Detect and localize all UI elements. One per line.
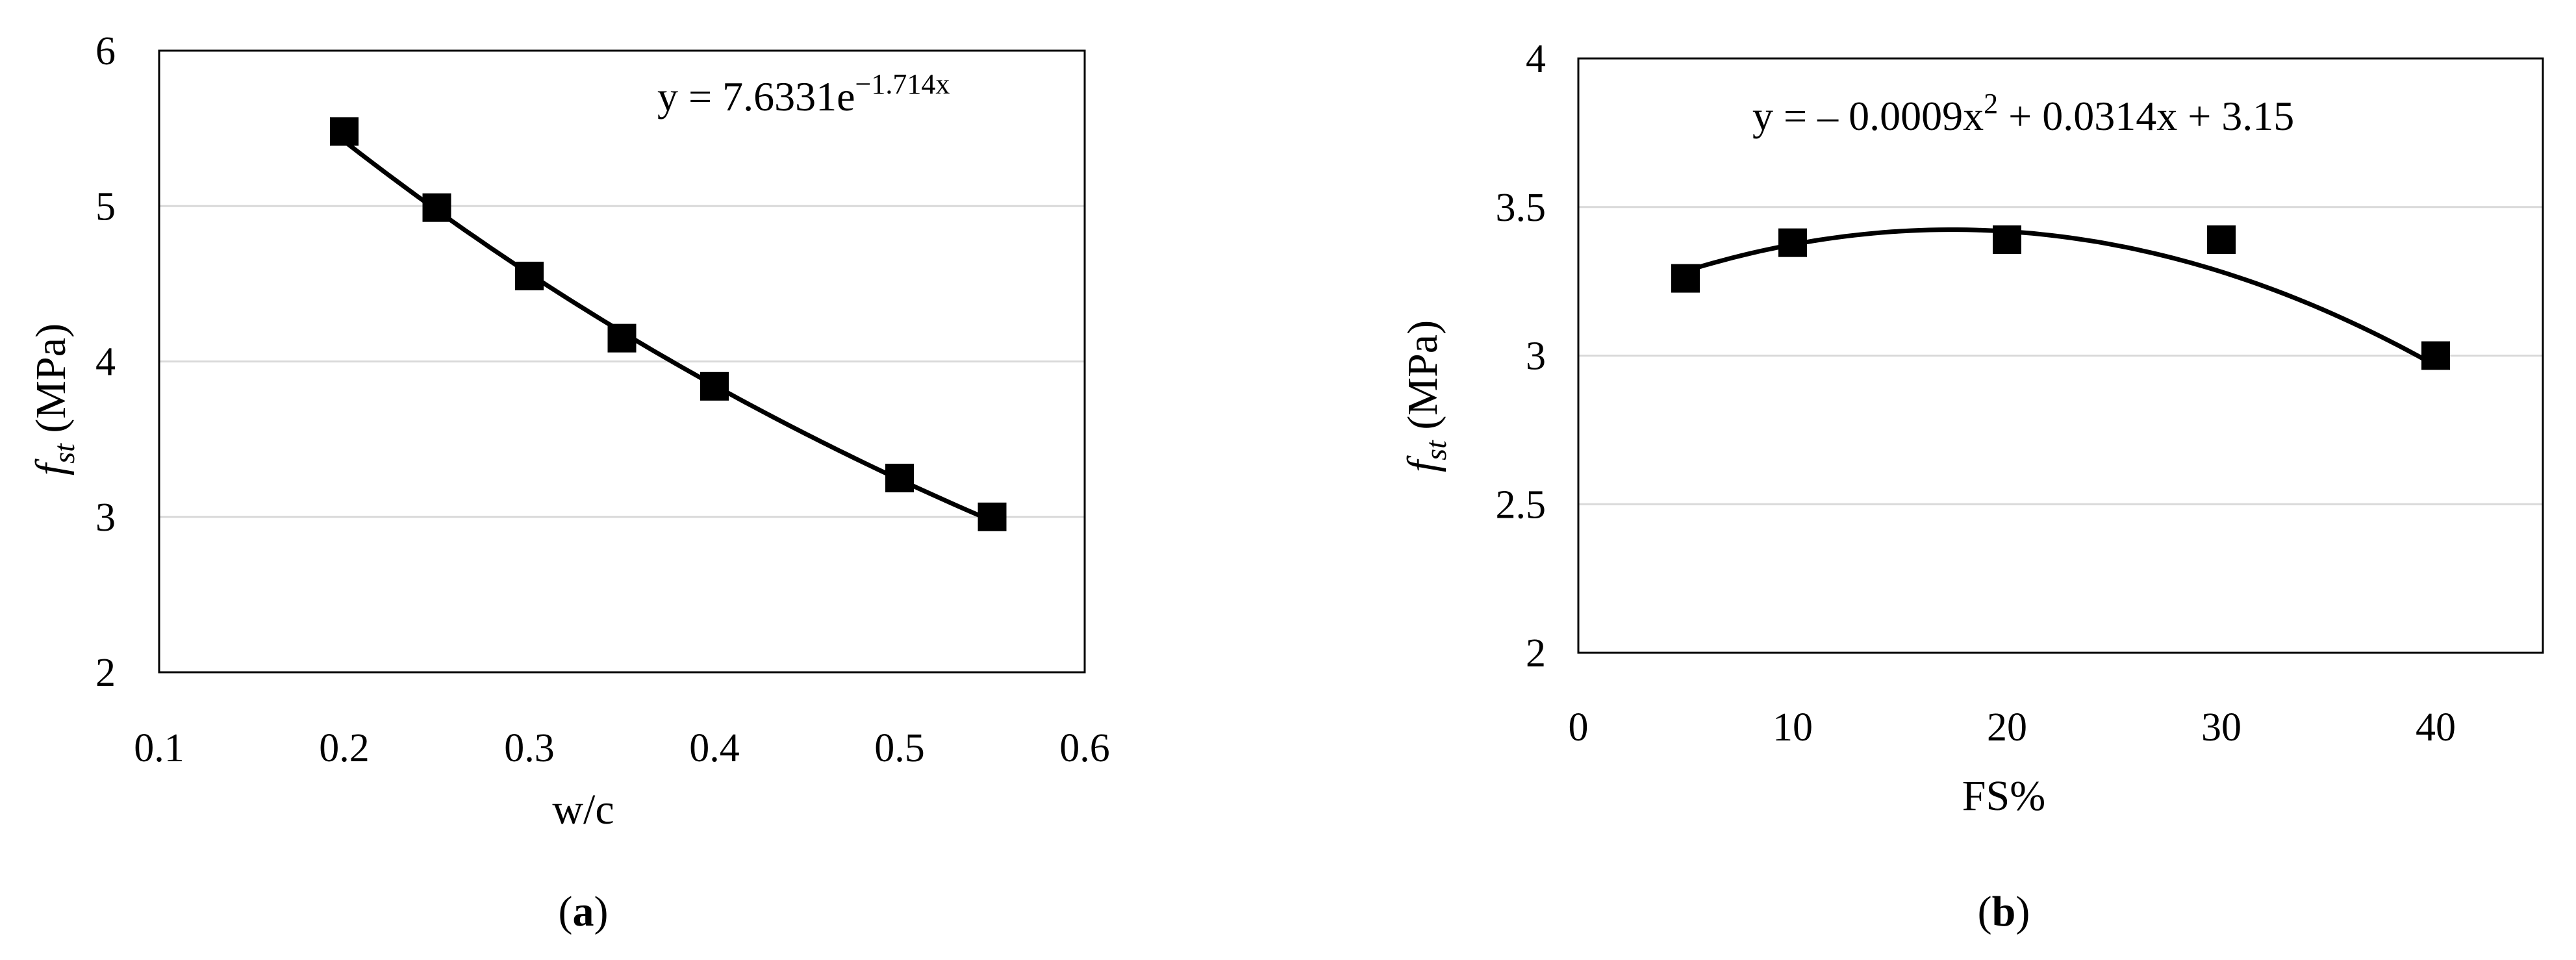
x-tick-label: 40 <box>2416 705 2456 750</box>
y-tick-label: 4 <box>1526 37 1546 81</box>
y-tick-label: 2.5 <box>1496 483 1547 527</box>
y-tick-label: 2 <box>1526 631 1546 676</box>
x-tick-label: 0.6 <box>1059 726 1110 770</box>
data-point <box>422 193 451 222</box>
y-tick-label: 2 <box>95 651 116 695</box>
y-tick-label: 3 <box>1526 335 1546 379</box>
data-point <box>1671 264 1700 293</box>
x-tick-labels-a: 0.1 0.2 0.3 0.4 0.5 0.6 <box>134 726 1110 770</box>
x-tick-label: 0.5 <box>874 726 925 770</box>
x-axis-title-a: w/c <box>552 786 614 833</box>
trendline-b <box>1684 227 2437 368</box>
data-point <box>607 323 637 353</box>
chart-panel-a: 0.1 0.2 0.3 0.4 0.5 0.6 2 3 4 5 6 y = 7.6331e−1.7… <box>27 29 1110 935</box>
panel-label-b: (b) <box>1978 888 2030 935</box>
data-point <box>2207 225 2236 255</box>
y-tick-labels-a: 2 3 4 5 6 <box>95 29 116 695</box>
data-point <box>2421 341 2450 370</box>
data-point <box>330 117 359 146</box>
data-point <box>885 463 914 492</box>
panel-label-a: (a) <box>559 888 609 935</box>
plot-area-b <box>1577 57 2544 654</box>
y-axis-title-b: fst (MPa) <box>1399 320 1452 472</box>
equation-a: y = 7.6331e−1.714x <box>657 68 950 120</box>
x-tick-label: 0.2 <box>319 726 370 770</box>
y-tick-label: 4 <box>95 340 116 385</box>
y-tick-label: 6 <box>95 29 116 73</box>
data-point <box>1778 228 1807 257</box>
x-tick-label: 0.4 <box>689 726 740 770</box>
gridlines-b <box>1578 206 2543 505</box>
x-tick-label: 30 <box>2201 705 2241 750</box>
data-points-a <box>330 117 1007 531</box>
x-tick-label: 0 <box>1569 705 1589 750</box>
trendline-a <box>342 139 993 524</box>
chart-panel-b: 0 10 20 30 40 2 2.5 3 3.5 4 y = – 0.0009x2 + 0.0… <box>1399 37 2544 935</box>
data-point <box>515 261 544 290</box>
y-tick-label: 5 <box>95 184 116 229</box>
x-tick-label: 0.3 <box>504 726 555 770</box>
y-tick-labels-b: 2 2.5 3 3.5 4 <box>1496 37 1547 676</box>
y-tick-label: 3.5 <box>1496 186 1547 230</box>
y-tick-label: 3 <box>95 496 116 540</box>
data-points-b <box>1671 225 2450 370</box>
x-tick-label: 10 <box>1773 705 1813 750</box>
equation-b: y = – 0.0009x2 + 0.0314x + 3.15 <box>1752 88 2294 139</box>
gridlines-a <box>159 205 1085 518</box>
plot-area-a <box>158 49 1086 674</box>
data-point <box>1993 225 2021 255</box>
x-tick-label: 20 <box>1987 705 2027 750</box>
x-axis-title-b: FS% <box>1962 772 2045 820</box>
x-tick-labels-b: 0 10 20 30 40 <box>1569 705 2456 750</box>
x-tick-label: 0.1 <box>134 726 184 770</box>
y-axis-title-a: fst (MPa) <box>27 323 81 475</box>
data-point <box>978 502 1007 531</box>
data-point <box>700 372 729 401</box>
